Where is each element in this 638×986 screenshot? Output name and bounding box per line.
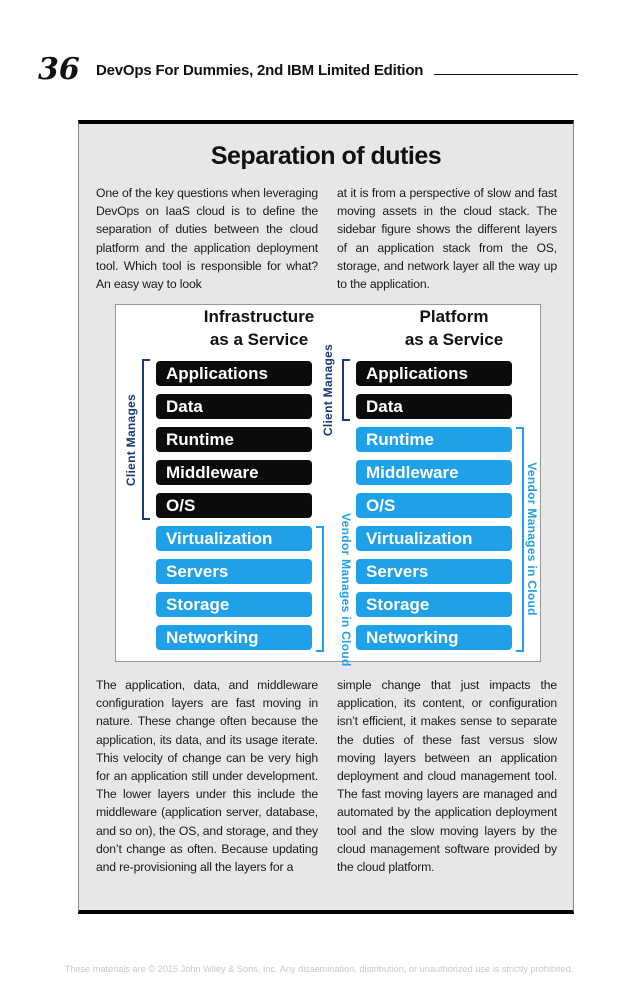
paas-client-bracket [342,359,350,421]
sidebar-box: Separation of duties One of the key ques… [78,120,574,914]
iaas-heading-line1: Infrastructure [203,307,315,326]
paas-heading-line1: Platform [419,307,489,326]
paas-layer-networking: Networking [356,625,512,650]
paas-vendor-bracket [516,427,524,652]
paas-layer-servers: Servers [356,559,512,584]
page-number: 36 [38,52,80,87]
paas-layer-data: Data [356,394,512,419]
intro-right-column: at it is from a perspective of slow and … [337,186,557,292]
iaas-layer-servers: Servers [156,559,312,584]
copyright-footer: These materials are © 2015 John Wiley & … [64,964,574,974]
iaas-client-bracket [142,359,150,520]
paas-layer-middleware: Middleware [356,460,512,485]
header-rule [434,74,578,75]
paas-layer-runtime: Runtime [356,427,512,452]
page-header: 36 DevOps For Dummies, 2nd IBM Limited E… [38,52,578,87]
stack-figure: Infrastructure as a Service Platform as … [115,304,541,667]
iaas-heading-line2: as a Service [209,330,309,349]
iaas-layer-runtime: Runtime [156,427,312,452]
intro-left-column: One of the key questions when leveraging… [96,186,318,292]
paas-layer-applications: Applications [356,361,512,386]
body-left-column: The application, data, and middleware co… [96,678,318,875]
iaas-layer-networking: Networking [156,625,312,650]
iaas-layer-virtualization: Virtualization [156,526,312,551]
iaas-heading: Infrastructure as a Service [174,305,344,351]
paas-vendor-label: Vendor Manages in Cloud [525,462,539,616]
paas-layer-virtualization: Virtualization [356,526,512,551]
paas-layer-storage: Storage [356,592,512,617]
paas-heading: Platform as a Service [369,305,539,351]
iaas-layer-storage: Storage [156,592,312,617]
iaas-layer-data: Data [156,394,312,419]
paas-client-label: Client Manages [321,343,335,437]
body-right-column: simple change that just impacts the appl… [337,678,557,875]
sidebar-title: Separation of duties [210,142,442,170]
paas-heading-line2: as a Service [404,330,504,349]
iaas-client-label: Client Manages [124,393,138,487]
iaas-layer-os: O/S [156,493,312,518]
iaas-vendor-label: Vendor Manages in Cloud [339,513,353,667]
book-title: DevOps For Dummies, 2nd IBM Limited Edit… [96,62,424,79]
iaas-layer-middleware: Middleware [156,460,312,485]
iaas-vendor-bracket [316,526,324,652]
iaas-layer-applications: Applications [156,361,312,386]
paas-layer-os: O/S [356,493,512,518]
